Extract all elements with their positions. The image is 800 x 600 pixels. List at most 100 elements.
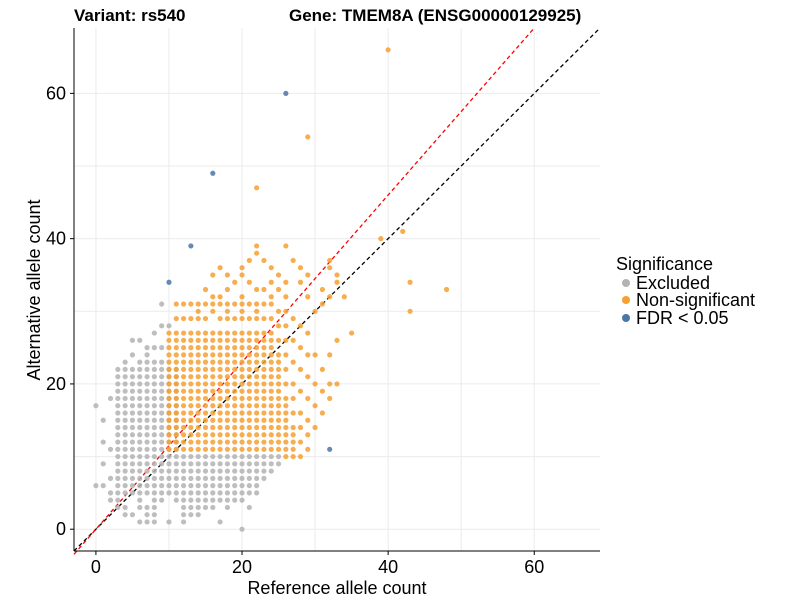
data-point-excluded	[137, 359, 143, 365]
data-point-nonsig	[232, 432, 238, 438]
data-point-excluded	[188, 461, 194, 467]
axes	[73, 28, 600, 552]
data-point-excluded	[151, 395, 157, 402]
data-point-nonsig	[283, 323, 289, 329]
data-point-excluded	[151, 417, 157, 423]
data-point-nonsig	[319, 410, 325, 416]
x-tick-label: 20	[232, 557, 252, 577]
data-point-nonsig	[224, 330, 231, 336]
data-point-nonsig	[261, 403, 267, 409]
data-point-excluded	[115, 381, 121, 387]
data-point-excluded	[224, 497, 231, 503]
data-point-excluded	[217, 483, 223, 489]
data-point-excluded	[159, 417, 165, 423]
data-point-nonsig	[232, 330, 238, 336]
data-point-nonsig	[217, 330, 223, 336]
data-point-excluded	[188, 483, 194, 489]
data-point-nonsig	[400, 228, 406, 234]
data-point-excluded	[122, 461, 128, 467]
data-point-nonsig	[254, 315, 260, 322]
data-point-nonsig	[261, 345, 267, 351]
data-point-nonsig	[290, 257, 296, 264]
y-tick-label: 60	[46, 83, 66, 103]
data-point-excluded	[144, 519, 150, 525]
data-point-excluded	[210, 453, 216, 460]
data-point-nonsig	[275, 410, 282, 416]
data-point-nonsig	[210, 345, 216, 351]
data-point-nonsig	[297, 424, 304, 431]
data-point-nonsig	[188, 410, 194, 416]
data-point-excluded	[137, 483, 143, 489]
data-point-excluded	[144, 352, 150, 358]
data-point-nonsig	[283, 446, 289, 452]
data-point-excluded	[144, 345, 150, 351]
data-point-nonsig	[232, 403, 238, 409]
data-point-excluded	[137, 381, 143, 387]
data-point-excluded	[210, 461, 216, 467]
data-point-excluded	[144, 410, 150, 416]
x-axis-label: Reference allele count	[247, 578, 426, 598]
data-point-excluded	[122, 403, 128, 409]
data-point-nonsig	[254, 330, 260, 336]
data-point-nonsig	[210, 410, 216, 416]
data-point-nonsig	[166, 337, 172, 343]
legend-item-fdr: FDR < 0.05	[622, 308, 729, 328]
data-point-nonsig	[268, 337, 274, 343]
data-point-nonsig	[224, 381, 231, 387]
data-point-nonsig	[210, 403, 216, 409]
data-point-nonsig	[254, 374, 260, 380]
data-point-nonsig	[217, 410, 223, 416]
data-point-excluded	[166, 490, 172, 496]
data-point-excluded	[173, 497, 179, 503]
data-point-excluded	[195, 453, 201, 460]
data-point-excluded	[115, 497, 121, 503]
data-point-nonsig	[188, 359, 194, 365]
data-point-nonsig	[305, 395, 311, 402]
data-point-fdr	[327, 446, 333, 452]
data-point-excluded	[180, 504, 187, 511]
data-point-excluded	[275, 453, 282, 460]
data-point-nonsig	[173, 424, 179, 431]
data-point-excluded	[246, 453, 252, 460]
data-point-excluded	[173, 483, 179, 489]
data-point-excluded	[202, 497, 209, 503]
data-point-nonsig	[246, 446, 252, 452]
data-point-nonsig	[232, 352, 238, 358]
data-point-excluded	[122, 410, 128, 416]
data-point-nonsig	[283, 366, 289, 373]
data-point-excluded	[122, 424, 128, 431]
data-point-nonsig	[261, 374, 267, 380]
data-point-nonsig	[239, 417, 245, 423]
data-point-nonsig	[173, 330, 179, 336]
data-point-excluded	[232, 453, 238, 460]
data-point-nonsig	[283, 417, 289, 423]
data-point-nonsig	[254, 446, 260, 452]
legend-swatch-nonsig	[622, 296, 630, 304]
data-point-nonsig	[283, 439, 289, 445]
data-point-nonsig	[290, 424, 296, 431]
data-point-nonsig	[305, 294, 311, 300]
data-point-nonsig	[297, 366, 304, 373]
data-point-nonsig	[173, 432, 179, 438]
data-point-excluded	[195, 475, 201, 481]
data-point-nonsig	[239, 439, 245, 445]
data-point-excluded	[107, 497, 114, 503]
data-point-nonsig	[166, 381, 172, 387]
data-point-excluded	[151, 359, 157, 365]
data-point-nonsig	[195, 352, 201, 358]
data-point-excluded	[122, 475, 128, 481]
data-point-nonsig	[195, 424, 201, 431]
data-point-nonsig	[173, 395, 179, 402]
data-point-nonsig	[305, 352, 311, 358]
data-point-nonsig	[275, 403, 282, 409]
data-point-excluded	[144, 468, 150, 474]
data-point-excluded	[224, 468, 231, 474]
data-point-nonsig	[210, 301, 216, 307]
data-point-nonsig	[290, 446, 296, 452]
data-point-nonsig	[210, 446, 216, 452]
data-point-nonsig	[217, 366, 223, 373]
data-point-nonsig	[290, 453, 296, 460]
data-point-excluded	[115, 417, 121, 423]
data-point-nonsig	[327, 265, 333, 271]
data-point-excluded	[188, 475, 194, 481]
